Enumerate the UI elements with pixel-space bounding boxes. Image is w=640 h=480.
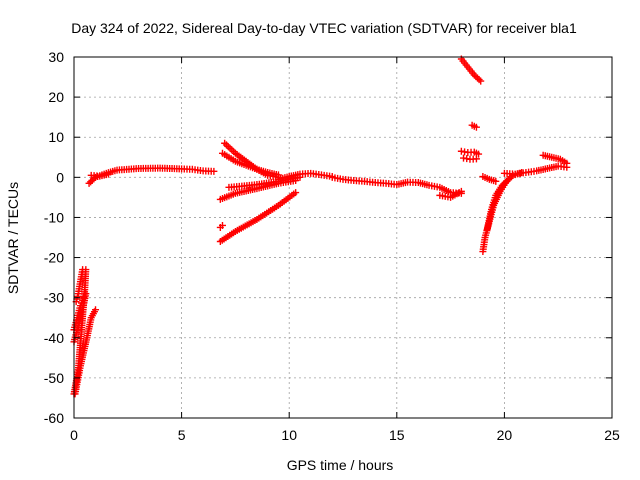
data-point <box>104 170 112 178</box>
series-track-y <box>539 151 571 167</box>
y-tick-label: 10 <box>48 129 64 145</box>
series-track-l <box>216 221 226 231</box>
data-point <box>82 290 90 298</box>
series-track-m <box>216 189 300 246</box>
data-point <box>475 150 483 158</box>
grid <box>74 57 612 418</box>
data-point <box>472 123 480 131</box>
series-track-p <box>436 187 465 201</box>
data-point <box>477 77 485 85</box>
series-track-v <box>483 175 513 233</box>
series-track-n <box>274 169 336 183</box>
x-axis-title: GPS time / hours <box>287 457 394 473</box>
series-track-g <box>87 170 112 180</box>
data-point <box>210 167 218 175</box>
series-layer <box>70 55 571 398</box>
data-point <box>292 189 300 197</box>
chart-title: Day 324 of 2022, Sidereal Day-to-day VTE… <box>71 20 577 36</box>
y-tick-label: -50 <box>44 370 64 386</box>
data-point <box>492 177 500 185</box>
y-tick-label: 20 <box>48 89 64 105</box>
series-track-i <box>218 149 282 179</box>
data-point <box>92 306 100 314</box>
data-point <box>505 175 513 183</box>
y-tick-label: -20 <box>44 250 64 266</box>
data-point <box>475 76 483 84</box>
series-track-w <box>479 173 500 185</box>
data-point <box>472 155 480 163</box>
x-tick-label: 5 <box>178 427 186 443</box>
data-point <box>79 266 87 274</box>
data-point <box>457 187 465 195</box>
series-track-o <box>328 173 465 197</box>
y-tick-label: 30 <box>48 49 64 65</box>
y-axis-title: SDTVAR / TECUs <box>5 182 21 294</box>
y-tick-label: -40 <box>44 330 64 346</box>
x-tick-label: 0 <box>70 427 78 443</box>
x-tick-label: 25 <box>604 427 620 443</box>
plot-border <box>73 56 613 419</box>
series-track-r <box>468 121 480 131</box>
y-tick-label: 0 <box>56 169 64 185</box>
x-tick-label: 15 <box>389 427 405 443</box>
series-track-t <box>460 154 480 163</box>
y-ticks: -60 -50 -40 -30 -20 -10 0 10 20 30 <box>44 49 612 426</box>
series-track-q <box>457 55 485 85</box>
x-tick-label: 20 <box>497 427 513 443</box>
series-track-d <box>71 306 100 398</box>
y-tick-label: -60 <box>44 410 64 426</box>
x-ticks: 0 5 10 15 20 25 <box>70 57 620 443</box>
x-tick-label: 10 <box>281 427 297 443</box>
data-point <box>80 294 88 302</box>
y-tick-label: -30 <box>44 290 64 306</box>
series-track-s <box>457 147 483 158</box>
data-point <box>218 221 226 229</box>
y-tick-label: -10 <box>44 209 64 225</box>
series-track-e <box>72 266 87 306</box>
data-point <box>503 177 511 185</box>
data-point <box>563 159 571 167</box>
series-track-x <box>500 162 571 178</box>
